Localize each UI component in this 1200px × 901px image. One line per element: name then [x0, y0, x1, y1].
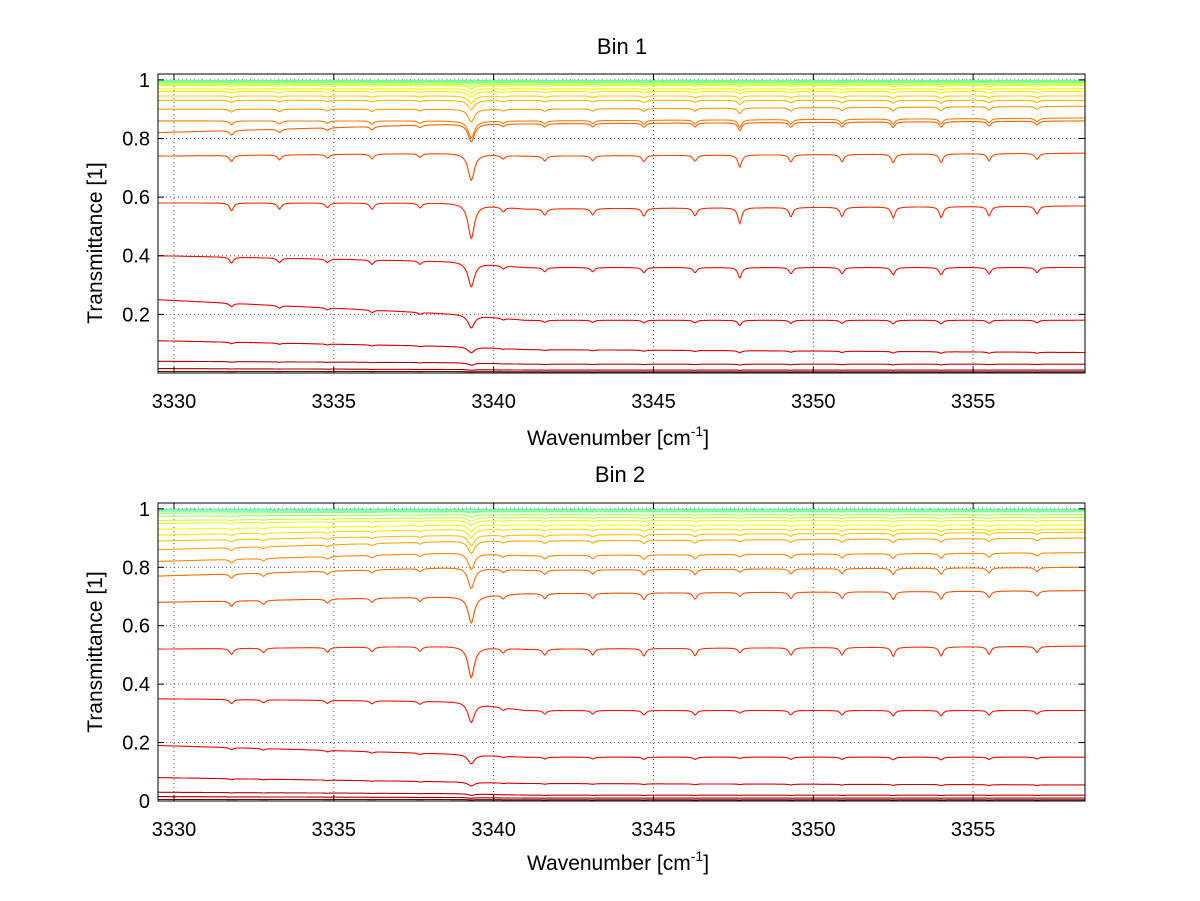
- series-line: [158, 517, 1085, 522]
- series-line: [158, 511, 1085, 514]
- x-tick-label: 3345: [631, 819, 676, 841]
- series-line: [158, 744, 1085, 765]
- series-line: [157, 80, 1086, 84]
- x-tick-label: 3330: [152, 819, 197, 841]
- y-tick-label: 0.6: [122, 187, 150, 209]
- x-tick-label: 3330: [152, 391, 197, 413]
- series-line: [157, 299, 1085, 329]
- series-line: [158, 105, 1085, 123]
- x-axis-label-sup: -1: [691, 848, 704, 864]
- series-line: [157, 537, 1085, 555]
- y-tick-label: 0.4: [122, 246, 150, 268]
- y-tick-label: 1: [139, 499, 150, 521]
- subplot-bin-1: Bin 1 3330 3335 3340 3345 3350 3355 0.2 0.4 0.6 0…: [84, 34, 1086, 450]
- series-line: [158, 368, 1085, 371]
- x-tick-label: 3340: [471, 819, 516, 841]
- series-line: [158, 85, 1085, 90]
- x-axis-label: Wavenumber [cm-1]: [527, 848, 709, 875]
- x-axis-label: Wavenumber [cm-1]: [527, 423, 709, 450]
- series-line: [158, 202, 1085, 240]
- x-axis-label-end: ]: [703, 852, 709, 875]
- x-tick-label: 3345: [631, 391, 676, 413]
- x-axis-label-main: Wavenumber [cm: [527, 427, 691, 450]
- y-tick-label: 0.6: [122, 616, 150, 638]
- y-axis-label: Transmittance [1]: [84, 162, 107, 323]
- axes-frame: [157, 502, 1086, 802]
- plot-area: 3330 3335 3340 3345 3350 3355 0 0.2 0.4 0.6 0.8 1: [122, 499, 1086, 841]
- subplot-title: Bin 1: [597, 34, 647, 59]
- series-line: [157, 507, 1086, 511]
- series-line: [158, 514, 1085, 518]
- series-line: [158, 88, 1085, 94]
- x-tick-label: 3335: [312, 391, 357, 413]
- x-tick-label: 3350: [791, 819, 836, 841]
- series-line: [158, 531, 1085, 547]
- x-tick-label: 3340: [471, 391, 516, 413]
- series-line: [158, 255, 1085, 288]
- x-tick-label: 3335: [312, 819, 357, 841]
- series-line: [158, 698, 1085, 724]
- series-line: [158, 99, 1085, 111]
- series-line: [158, 340, 1085, 354]
- x-axis-label-end: ]: [703, 427, 709, 450]
- x-tick-label: 3355: [951, 391, 996, 413]
- axes-background: [158, 503, 1085, 801]
- y-tick-label: 0.8: [122, 557, 150, 579]
- series-line: [158, 91, 1085, 98]
- series-line: [158, 552, 1085, 571]
- series-line: [158, 645, 1085, 679]
- series-line: [157, 566, 1085, 590]
- series-line: [158, 796, 1085, 799]
- y-tick-label: 1: [139, 70, 150, 92]
- series-line: [158, 83, 1085, 87]
- y-tick-label: 0: [139, 791, 150, 813]
- series-line: [158, 95, 1085, 105]
- series-line: [157, 519, 1085, 527]
- y-tick-label: 0.8: [122, 128, 150, 150]
- x-tick-label: 3355: [951, 819, 996, 841]
- y-tick-label: 0.2: [122, 304, 150, 326]
- series-line: [158, 777, 1085, 787]
- axes-background: [158, 74, 1085, 373]
- subplot-bin-2: Bin 2 3330 3335 3340 3345 3350 3355 0 0.2 0.4 0.6…: [84, 462, 1086, 875]
- axes-frame: [157, 73, 1086, 374]
- x-axis-label-main: Wavenumber [cm: [527, 852, 691, 875]
- plot-area: 3330 3335 3340 3345 3350 3355 0.2 0.4 0.6 0.8 1: [122, 70, 1086, 413]
- series-line: [158, 791, 1085, 797]
- y-tick-label: 0.4: [122, 674, 150, 696]
- subplot-title: Bin 2: [595, 462, 645, 487]
- series-line: [158, 360, 1085, 366]
- y-tick-label: 0.2: [122, 733, 150, 755]
- x-axis-label-sup: -1: [691, 423, 704, 439]
- series-line: [158, 120, 1085, 143]
- y-axis-label: Transmittance [1]: [84, 571, 107, 732]
- series-line: [158, 152, 1085, 182]
- series-line: [158, 117, 1085, 139]
- x-tick-label: 3350: [791, 391, 836, 413]
- series-line: [158, 82, 1085, 85]
- series-line: [158, 590, 1085, 625]
- series-line: [158, 528, 1085, 539]
- series-line: [158, 524, 1085, 533]
